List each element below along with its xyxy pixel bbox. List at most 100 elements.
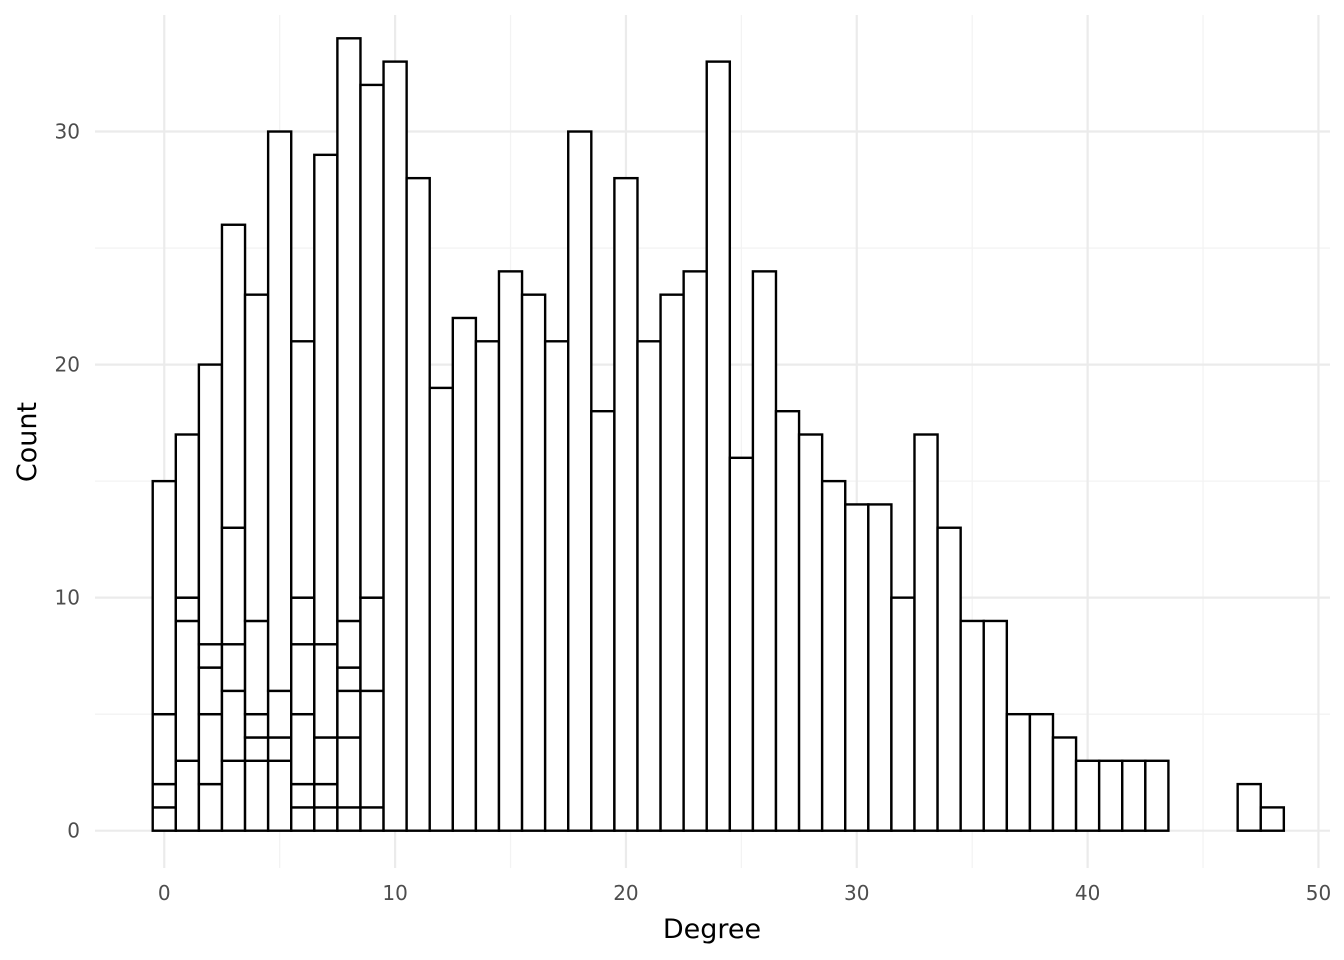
bar-segment xyxy=(313,643,339,739)
bar-segment xyxy=(243,759,270,832)
bar-segment xyxy=(1074,759,1101,832)
histogram-bin xyxy=(728,456,755,832)
histogram-bin xyxy=(1051,736,1078,832)
x-tick-label: 20 xyxy=(613,881,638,905)
histogram-bin xyxy=(774,410,801,832)
bar-segment xyxy=(151,479,177,716)
histogram-bin xyxy=(844,503,870,832)
bar-segment xyxy=(290,340,316,599)
bar-segment xyxy=(359,806,385,832)
bar-segment xyxy=(266,689,293,739)
bar-segment xyxy=(313,782,339,809)
bar-segment xyxy=(336,806,362,832)
histogram-bin xyxy=(543,340,570,832)
bar-segment xyxy=(313,153,339,646)
histogram-bin xyxy=(1097,759,1124,832)
bar-segment xyxy=(359,83,385,599)
bar-segment xyxy=(913,433,939,832)
bar-segment xyxy=(336,619,362,669)
histogram-bin xyxy=(336,37,362,832)
histogram-bin xyxy=(659,293,685,832)
bar-segment xyxy=(682,270,708,832)
bar-segment xyxy=(174,433,201,599)
histogram-bin xyxy=(520,293,547,832)
bar-segment xyxy=(636,340,662,832)
histogram-bin xyxy=(682,270,708,832)
bar-segment xyxy=(243,712,270,739)
bar-segment xyxy=(336,689,362,739)
histogram-bin xyxy=(913,433,939,832)
histogram-bin xyxy=(220,223,247,832)
histogram-bin xyxy=(174,433,201,832)
histogram-bin xyxy=(636,340,662,832)
x-tick-label: 30 xyxy=(844,881,869,905)
x-axis-title: Degree xyxy=(663,914,761,945)
bar-segment xyxy=(1097,759,1124,832)
bar-segment xyxy=(290,596,316,646)
bar-segment xyxy=(174,619,201,762)
bar-segment xyxy=(728,456,755,832)
bar-segment xyxy=(290,643,316,716)
histogram-bin xyxy=(197,363,224,832)
bar-segment xyxy=(959,619,985,832)
histogram-bin xyxy=(890,596,916,832)
histogram-bin xyxy=(1144,759,1170,832)
bar-segment xyxy=(243,293,270,623)
histogram-bin xyxy=(474,340,501,832)
histogram-bin xyxy=(290,340,316,832)
bars xyxy=(151,37,1286,832)
histogram-bin xyxy=(590,410,616,832)
histogram-bin xyxy=(382,60,408,832)
bar-segment xyxy=(1144,759,1170,832)
bar-segment xyxy=(220,643,247,693)
histogram-bin xyxy=(359,83,385,832)
bar-segment xyxy=(382,60,408,832)
histogram-bin xyxy=(867,503,893,832)
x-tick-label: 10 xyxy=(382,881,407,905)
bar-segment xyxy=(405,176,431,832)
bar-segment xyxy=(174,759,201,832)
histogram-bin xyxy=(982,619,1009,832)
bar-segment xyxy=(1121,759,1147,832)
histogram-bin xyxy=(613,176,639,832)
bar-segment xyxy=(751,270,778,832)
histogram-bin xyxy=(1005,712,1032,832)
bar-segment xyxy=(659,293,685,832)
bar-segment xyxy=(936,526,962,832)
bar-segment xyxy=(474,340,501,832)
histogram-bin xyxy=(1259,806,1286,832)
histogram-bin xyxy=(1121,759,1147,832)
bar-segment xyxy=(820,479,847,832)
bar-segment xyxy=(336,736,362,809)
histogram-bin xyxy=(959,619,985,832)
bar-segment xyxy=(151,712,177,786)
y-tick-label: 20 xyxy=(55,353,80,377)
histogram-bin xyxy=(151,479,177,832)
bar-segment xyxy=(266,759,293,832)
bar-segment xyxy=(290,806,316,832)
bar-segment xyxy=(1028,712,1055,832)
histogram-bin xyxy=(820,479,847,832)
bar-segment xyxy=(890,596,916,832)
bar-segment xyxy=(290,712,316,786)
bar-segment xyxy=(336,666,362,693)
bar-segment xyxy=(705,60,732,832)
bar-segment xyxy=(359,689,385,809)
histogram-bin xyxy=(428,386,455,832)
histogram-bin xyxy=(1074,759,1101,832)
bar-segment xyxy=(1236,782,1262,832)
histogram-bin xyxy=(567,130,593,832)
bar-segment xyxy=(520,293,547,832)
y-axis-ticks: 0 10 20 30 xyxy=(55,120,80,843)
bar-segment xyxy=(359,596,385,693)
histogram-bin xyxy=(313,153,339,832)
histogram-bin xyxy=(497,270,524,832)
bar-segment xyxy=(220,759,247,832)
histogram-bin xyxy=(266,130,293,832)
bar-segment xyxy=(290,782,316,809)
bar-segment xyxy=(567,130,593,832)
y-axis-title: Count xyxy=(12,402,43,482)
histogram-bin xyxy=(751,270,778,832)
bar-segment xyxy=(197,666,224,716)
